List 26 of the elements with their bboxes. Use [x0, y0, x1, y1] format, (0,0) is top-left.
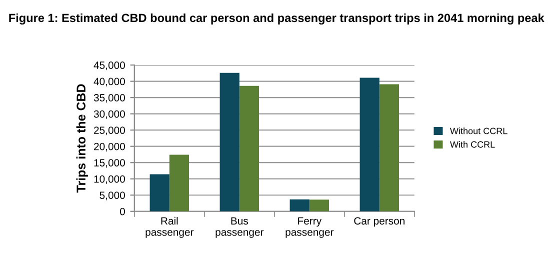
bar	[150, 174, 170, 212]
y-tick-label: 20,000	[94, 142, 125, 152]
y-tick-label: 25,000	[94, 126, 125, 136]
y-tick-label: 0	[120, 208, 125, 216]
y-tick-label: 40,000	[94, 78, 125, 86]
chart-title: Figure 1: Estimated CBD bound car person and passenger transport trips in 2041 morning peak	[9, 13, 544, 24]
y-tick-label: 10,000	[94, 175, 125, 184]
bar	[309, 200, 329, 212]
bar	[169, 154, 189, 212]
bar	[290, 199, 310, 212]
legend-label: With CCRL	[450, 141, 495, 148]
x-tick-label: Car person	[354, 217, 404, 227]
x-tick-label: Rail passenger	[146, 216, 194, 238]
bar	[239, 86, 259, 212]
y-axis-title: Trips into the CBD	[76, 84, 88, 193]
x-tick-label: Ferry passenger	[286, 217, 334, 238]
y-tick-label: 5,000	[100, 192, 125, 200]
y-tick-label: 35,000	[94, 94, 125, 103]
y-tick-label: 15,000	[94, 159, 125, 168]
bar	[379, 84, 399, 212]
bar	[220, 72, 240, 212]
bar	[360, 78, 380, 212]
legend-label: Without CCRL	[450, 128, 508, 134]
y-tick-label: 30,000	[94, 110, 125, 119]
y-tick-label: 45,000	[94, 62, 125, 70]
x-tick-label: Bus passenger	[216, 217, 264, 238]
